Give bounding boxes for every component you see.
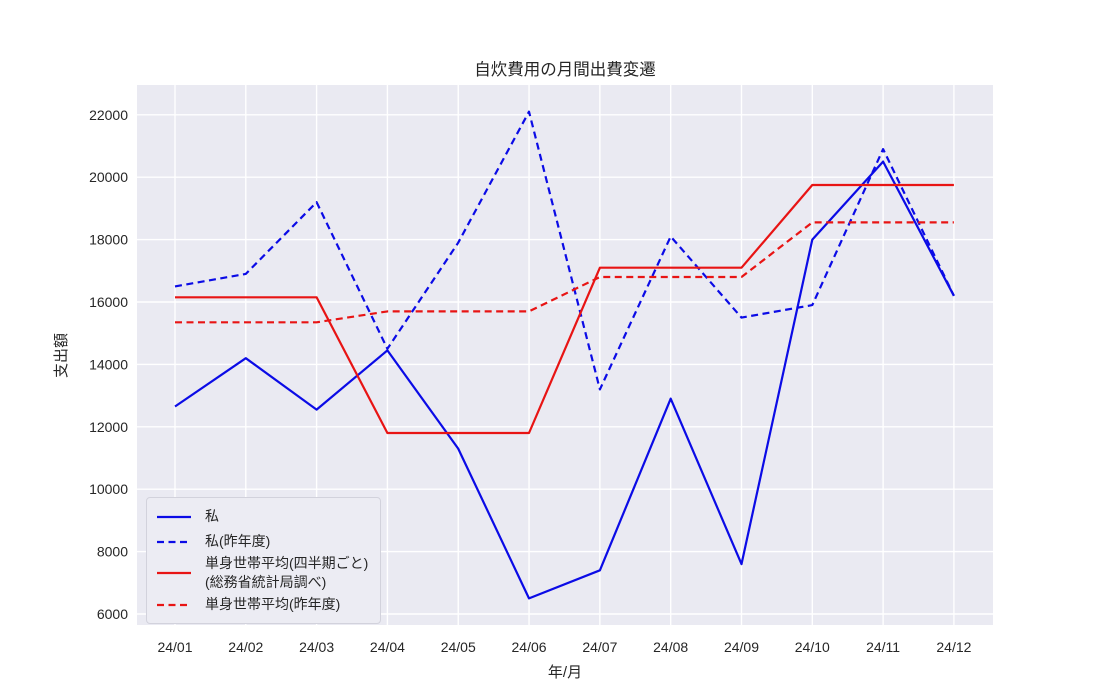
y-tick-label: 6000	[97, 606, 128, 622]
legend-line-sample-solid-blue	[157, 515, 191, 518]
y-tick-label: 22000	[89, 107, 128, 123]
y-tick-label: 20000	[89, 169, 128, 185]
legend-item: 単身世帯平均(昨年度)	[157, 592, 368, 617]
legend-item: 単身世帯平均(四半期ごと) (総務省統計局調べ)	[157, 554, 368, 592]
x-tick-label: 24/02	[228, 639, 263, 655]
y-tick-label: 14000	[89, 356, 128, 372]
y-tick-label: 18000	[89, 232, 128, 248]
series-line-2	[175, 183, 954, 435]
y-tick-label: 16000	[89, 294, 128, 310]
legend-label: 単身世帯平均(昨年度)	[205, 596, 341, 612]
x-axis-label: 年/月	[547, 664, 583, 681]
legend-line-sample-dashed-blue	[157, 540, 191, 543]
legend: 私 私(昨年度) 単身世帯平均(四半期ごと) (総務省統計局調べ) 単身世帯平均…	[146, 497, 382, 624]
series-line-1	[174, 110, 955, 391]
x-tick-label: 24/08	[653, 639, 688, 655]
x-tick-label: 24/11	[866, 639, 900, 655]
x-tick-label: 24/04	[370, 639, 405, 655]
y-tick-label: 10000	[89, 481, 128, 497]
series-line-0	[174, 160, 955, 600]
legend-label: 単身世帯平均(四半期ごと) (総務省統計局調べ)	[205, 555, 369, 590]
legend-line-sample-dashed-red	[157, 603, 191, 606]
legend-item: 私	[157, 504, 368, 529]
x-tick-label: 24/12	[936, 639, 971, 655]
x-tick-label: 24/09	[724, 639, 759, 655]
y-axis-label: 支出額	[53, 332, 71, 379]
x-tick-label: 24/10	[795, 639, 830, 655]
series-line-3	[175, 221, 954, 324]
x-tick-label: 24/07	[582, 639, 617, 655]
legend-item: 私(昨年度)	[157, 529, 368, 554]
chart-title: 自炊費用の月間出費変遷	[474, 61, 656, 79]
y-tick-label: 12000	[89, 419, 128, 435]
y-tick-label: 8000	[97, 544, 128, 560]
x-tick-label: 24/06	[512, 639, 547, 655]
legend-line-sample-solid-red	[157, 571, 191, 575]
legend-label: 私(昨年度)	[205, 533, 271, 549]
legend-label: 私	[205, 508, 219, 524]
x-tick-label: 24/05	[441, 639, 476, 655]
x-tick-label: 24/03	[299, 639, 334, 655]
x-tick-label: 24/01	[157, 639, 192, 655]
